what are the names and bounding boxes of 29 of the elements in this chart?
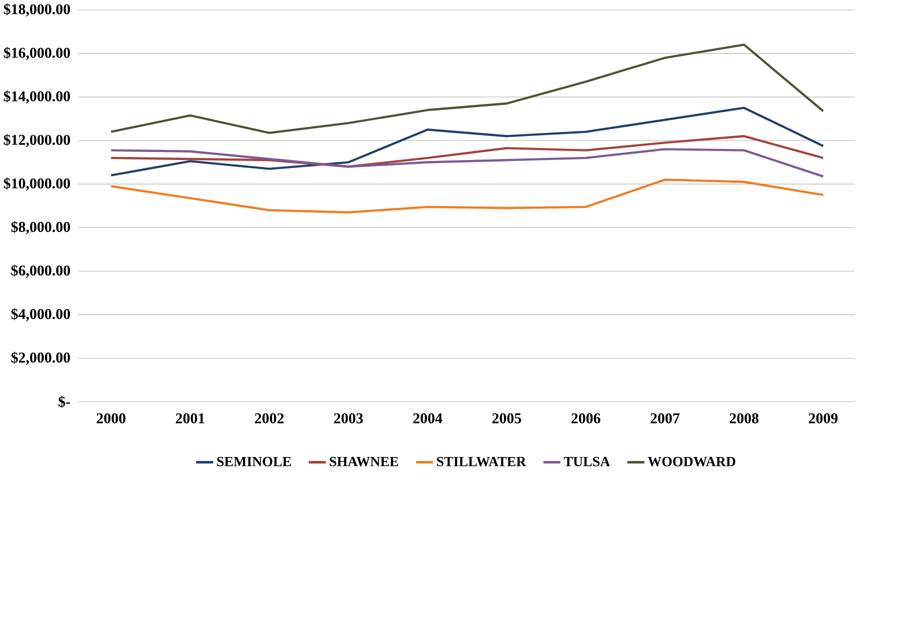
y-tick-label: $10,000.00 [4,177,70,190]
x-tick-label: 2002 [255,413,284,424]
legend-label: STILLWATER [437,456,526,466]
y-tick-label: $2,000.00 [11,352,70,365]
line-series [110,178,824,214]
y-tick-label: $12,000.00 [4,134,70,147]
y-tick-label: $16,000.00 [4,46,70,60]
x-tick-label: 2009 [808,413,838,424]
line-series [110,148,824,178]
x-tick-label: 2004 [413,413,442,424]
legend-label: SHAWNEE [330,456,398,466]
line-series [110,134,824,168]
x-tick-label: 2006 [572,413,600,424]
x-tick-label: 2003 [334,413,363,424]
x-tick-label: 2008 [730,413,758,424]
y-tick-label: $8,000.00 [11,220,70,234]
line-series [110,43,824,134]
x-tick-label: 2001 [176,413,204,424]
x-tick-label: 2000 [96,413,126,424]
y-tick-label: $4,000.00 [11,308,70,322]
y-tick-label: $14,000.00 [4,90,70,104]
y-tick-label: $18,000.00 [4,3,70,16]
y-tick-label: $- [58,396,70,408]
x-tick-label: 2005 [492,413,522,424]
y-tick-label: $6,000.00 [11,264,70,278]
legend-label: WOODWARD [648,456,736,466]
x-tick-label: 2007 [650,413,680,424]
legend-label: TULSA [564,456,610,466]
legend-label: SEMINOLE [217,456,291,466]
